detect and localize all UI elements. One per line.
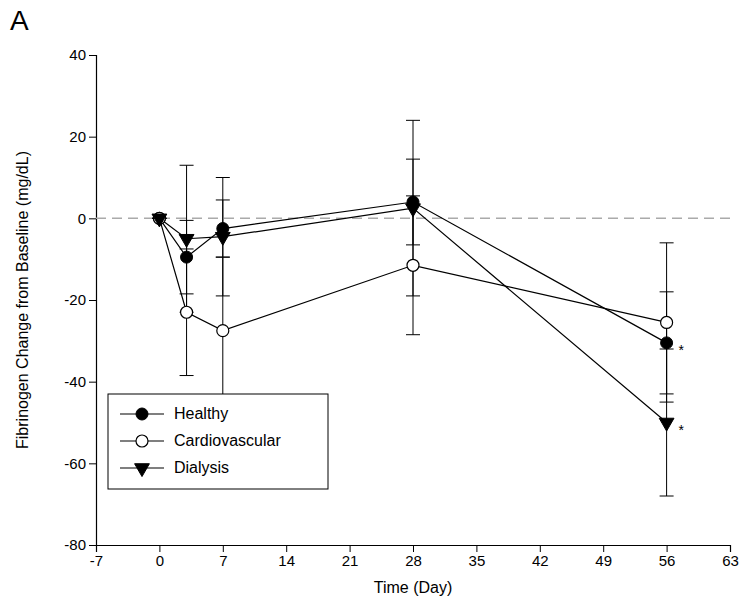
- tick-mark: [89, 137, 96, 138]
- tick-mark: [89, 463, 96, 464]
- error-bar-cap: [180, 165, 194, 166]
- tick-label: -80: [64, 536, 86, 553]
- tick: 20: [69, 128, 96, 145]
- tick: 40: [69, 46, 96, 63]
- tick: 42: [532, 545, 549, 569]
- marker: [179, 234, 194, 247]
- tick-label: 14: [278, 552, 295, 569]
- legend: Healthy Cardiovascular Dialysis: [108, 394, 328, 489]
- error-bar: [406, 196, 420, 335]
- tick: 35: [469, 545, 486, 569]
- tick-mark: [89, 55, 96, 56]
- marker: [217, 325, 229, 337]
- tick-label: 42: [532, 552, 549, 569]
- marker: [659, 418, 674, 431]
- marker: [406, 204, 421, 217]
- tick-label: 56: [659, 552, 676, 569]
- tick: -20: [64, 291, 96, 308]
- marker: [152, 214, 167, 227]
- tick-label: -60: [64, 455, 86, 472]
- tick-label: 7: [219, 552, 227, 569]
- tick: 21: [342, 545, 359, 569]
- tick-mark: [89, 382, 96, 383]
- error-bar-cap: [406, 334, 420, 335]
- tick: 56: [659, 545, 676, 569]
- tick-label: -7: [90, 552, 103, 569]
- tick-label: 20: [69, 128, 86, 145]
- error-bar-cap: [406, 120, 420, 121]
- marker: [407, 259, 419, 271]
- tick: 28: [405, 545, 422, 569]
- marker: [181, 306, 193, 318]
- tick: 14: [278, 545, 295, 569]
- tick: 7: [219, 545, 227, 569]
- tick-mark: [89, 545, 96, 546]
- tick: -40: [64, 373, 96, 390]
- tick-label: 21: [342, 552, 359, 569]
- legend-label: Dialysis: [174, 459, 229, 476]
- plot-area: [96, 120, 730, 496]
- legend-marker: [136, 435, 148, 447]
- tick-label: 63: [722, 552, 739, 569]
- legend-label: Cardiovascular: [174, 432, 281, 449]
- tick-label: 35: [469, 552, 486, 569]
- error-bar-cap: [216, 177, 230, 178]
- annotation: *: [679, 422, 685, 438]
- tick-mark: [89, 300, 96, 301]
- error-bar: [406, 120, 420, 296]
- error-bar-cap: [660, 496, 674, 497]
- error-bar: [216, 178, 230, 296]
- marker: [215, 232, 230, 245]
- axis-line: [89, 56, 97, 546]
- error-bar-cap: [660, 242, 674, 243]
- legend-marker: [136, 408, 148, 420]
- marker: [661, 337, 673, 349]
- tick-label: 49: [595, 552, 612, 569]
- error-bar-cap: [180, 375, 194, 376]
- marker: [181, 251, 193, 263]
- tick-mark: [89, 218, 96, 219]
- legend-label: Healthy: [174, 405, 228, 422]
- tick-label: 28: [405, 552, 422, 569]
- error-bar-cap: [216, 295, 230, 296]
- error-bar: [660, 349, 674, 496]
- error-bar: [180, 165, 194, 312]
- tick: 63: [722, 545, 739, 569]
- tick: -60: [64, 455, 96, 472]
- tick: -80: [64, 536, 96, 553]
- tick-label: 0: [156, 552, 164, 569]
- tick: 0: [78, 210, 96, 227]
- tick-label: -40: [64, 373, 86, 390]
- tick: -7: [90, 545, 103, 569]
- tick: 0: [156, 545, 164, 569]
- legend-marker: [135, 464, 150, 477]
- legend-box: [108, 394, 328, 489]
- x-axis-title: Time (Day): [374, 579, 453, 596]
- panel-label: A: [10, 5, 29, 36]
- tick: 49: [595, 545, 612, 569]
- error-bar-cap: [406, 295, 420, 296]
- chart: A -7 0 7 14 21 28 35 42 49 56 63 -80 -60 -40 -20 0 20 40 Ti…: [0, 0, 750, 605]
- y-axis: -80 -60 -40 -20 0 20 40: [64, 46, 96, 553]
- x-axis: -7 0 7 14 21 28 35 42 49 56 63: [90, 545, 739, 569]
- marker: [661, 316, 673, 328]
- tick-label: -20: [64, 291, 86, 308]
- tick-label: 40: [69, 46, 86, 63]
- tick-label: 0: [78, 210, 86, 227]
- series-line: [159, 208, 666, 422]
- y-axis-title: Fibrinogen Change from Baseline (mg/dL): [14, 151, 31, 449]
- annotation: *: [679, 342, 685, 358]
